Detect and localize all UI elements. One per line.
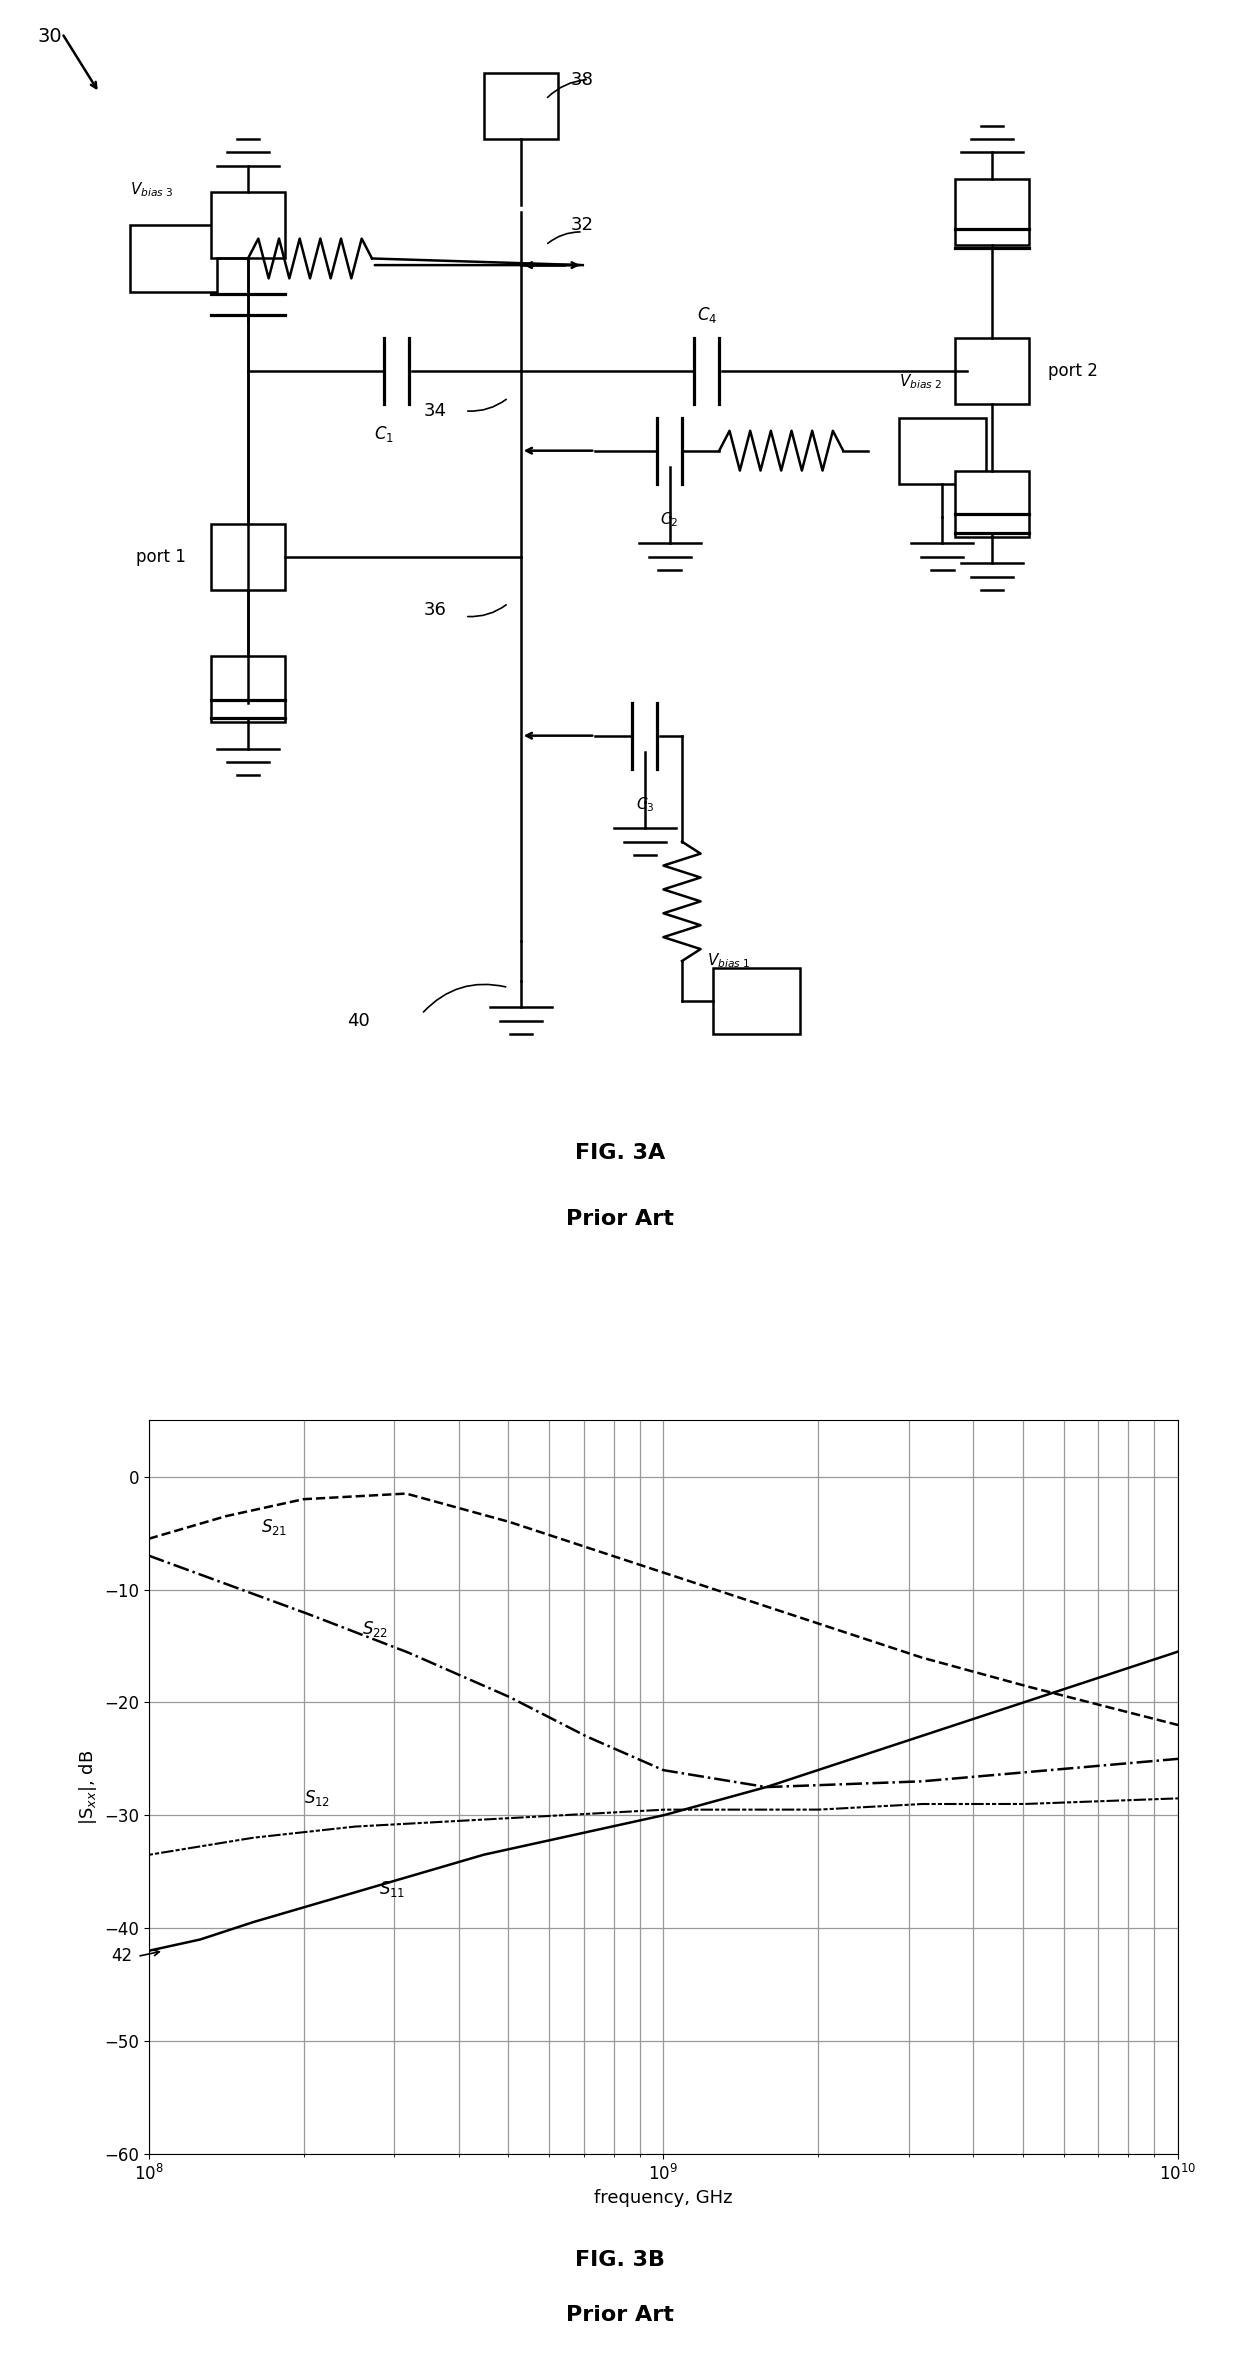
Text: Prior Art: Prior Art: [567, 1210, 673, 1228]
Bar: [211, 656, 285, 722]
Text: $S_{12}$: $S_{12}$: [304, 1789, 330, 1808]
Bar: [899, 417, 986, 483]
Text: FIG. 3B: FIG. 3B: [575, 2251, 665, 2270]
Text: $V_{bias\ 1}$: $V_{bias\ 1}$: [707, 952, 750, 970]
Text: $C_2$: $C_2$: [661, 511, 678, 530]
Text: 42: 42: [112, 1948, 133, 1965]
Bar: [955, 471, 1029, 537]
Text: $V_{bias\ 3}$: $V_{bias\ 3}$: [130, 180, 174, 199]
Text: $C_1$: $C_1$: [374, 424, 394, 445]
Text: $C_3$: $C_3$: [636, 795, 653, 814]
Text: 40: 40: [347, 1011, 370, 1030]
Text: port 2: port 2: [1048, 362, 1097, 381]
Y-axis label: |S$_{xx}$|, dB: |S$_{xx}$|, dB: [77, 1749, 98, 1825]
Bar: [713, 968, 800, 1034]
Text: Prior Art: Prior Art: [567, 2305, 673, 2324]
Text: $S_{11}$: $S_{11}$: [379, 1879, 405, 1898]
Bar: [211, 523, 285, 589]
Bar: [130, 225, 217, 291]
Text: FIG. 3A: FIG. 3A: [575, 1143, 665, 1162]
X-axis label: frequency, GHz: frequency, GHz: [594, 2189, 733, 2208]
Bar: [211, 192, 285, 258]
Text: 38: 38: [570, 71, 593, 88]
Bar: [955, 338, 1029, 405]
Text: 30: 30: [37, 26, 62, 45]
Text: $S_{21}$: $S_{21}$: [260, 1517, 286, 1539]
Text: 34: 34: [423, 402, 446, 419]
Bar: [484, 73, 558, 140]
Bar: [955, 180, 1029, 246]
Text: 32: 32: [570, 215, 594, 234]
Text: port 1: port 1: [136, 547, 186, 566]
Text: 36: 36: [424, 601, 446, 618]
Text: $S_{22}$: $S_{22}$: [362, 1619, 388, 1638]
Text: $V_{bias\ 2}$: $V_{bias\ 2}$: [899, 372, 942, 391]
Text: $C_4$: $C_4$: [697, 305, 717, 324]
